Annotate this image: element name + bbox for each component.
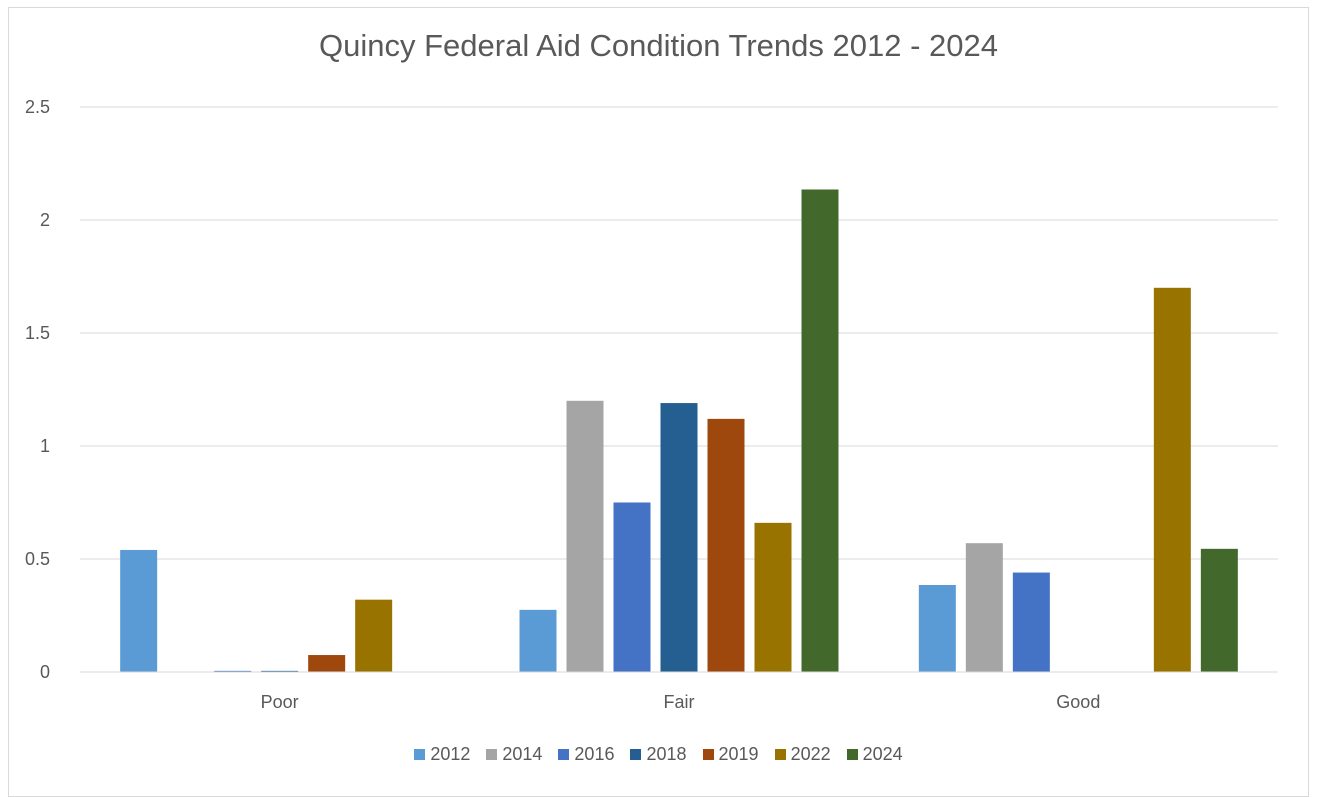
legend-label: 2012	[430, 744, 471, 764]
legend-item-2012: 2012	[414, 744, 470, 765]
legend-item-2016: 2016	[558, 744, 614, 765]
chart-legend: 2012 2014 2016 2018 2019 2022 2024	[0, 744, 1317, 765]
x-category-label: Good	[1056, 692, 1100, 712]
bar-2016-poor	[214, 670, 252, 672]
bar-2018-poor	[261, 670, 299, 672]
legend-item-2018: 2018	[630, 744, 687, 765]
bar-2012-fair	[519, 609, 557, 672]
y-tick-label: 1	[40, 436, 50, 456]
legend-item-2019: 2019	[702, 744, 759, 765]
y-tick-label: 2.5	[25, 97, 50, 117]
bar-2016-good	[1012, 572, 1050, 672]
y-tick-label: 0	[40, 662, 50, 682]
bar-2012-poor	[120, 549, 158, 672]
chart-area	[8, 7, 1309, 797]
legend-label: 2024	[862, 744, 903, 764]
bar-2022-fair	[754, 522, 792, 672]
bar-2014-fair	[566, 400, 604, 672]
legend-swatch	[630, 749, 642, 760]
chart-title: Quincy Federal Aid Condition Trends 2012…	[319, 28, 998, 63]
x-category-label: Fair	[664, 692, 695, 712]
legend-swatch	[486, 749, 498, 760]
y-tick-label: 0.5	[25, 549, 50, 569]
legend-label: 2016	[574, 744, 615, 764]
legend-label: 2022	[790, 744, 831, 764]
legend-label: 2019	[718, 744, 759, 764]
legend-swatch	[702, 749, 714, 760]
legend-label: 2018	[646, 744, 687, 764]
legend-item-2022: 2022	[774, 744, 831, 765]
bar-2014-good	[965, 543, 1003, 672]
legend-item-2024: 2024	[846, 744, 903, 765]
legend-swatch	[846, 749, 858, 760]
bar-2019-fair	[707, 418, 745, 672]
legend-swatch	[414, 749, 426, 760]
legend-swatch	[774, 749, 786, 760]
y-tick-label: 2	[40, 210, 50, 230]
x-category-label: Poor	[261, 692, 299, 712]
y-tick-label: 1.5	[25, 323, 50, 343]
bar-2022-good	[1153, 287, 1191, 672]
bar-2022-poor	[355, 599, 393, 672]
bar-2016-fair	[613, 502, 651, 672]
legend-item-2014: 2014	[486, 744, 542, 765]
bar-2019-poor	[308, 655, 346, 672]
bar-2024-good	[1200, 548, 1238, 672]
bar-2018-fair	[660, 403, 698, 672]
legend-swatch	[558, 749, 570, 760]
bar-2024-fair	[801, 189, 839, 673]
legend-label: 2014	[502, 744, 543, 764]
bar-2012-good	[918, 584, 956, 672]
